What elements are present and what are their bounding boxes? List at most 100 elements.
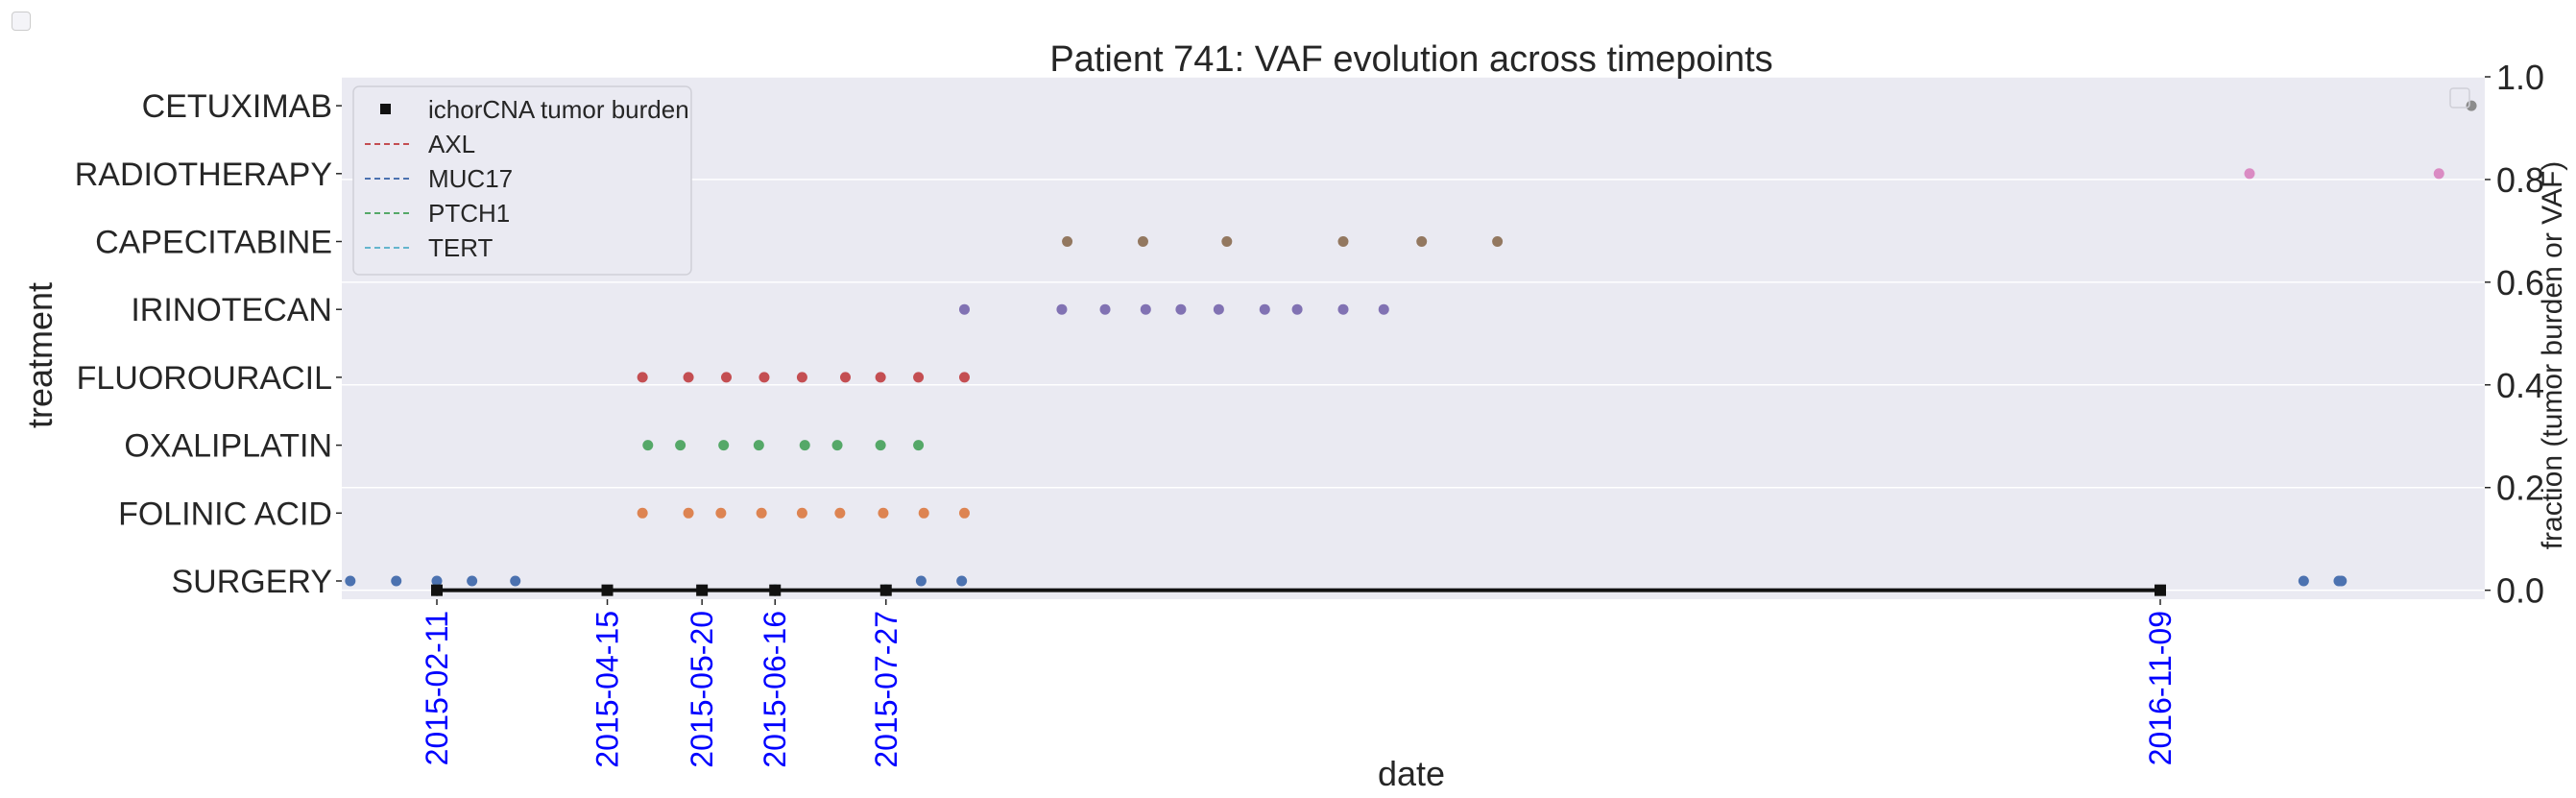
treatment-point bbox=[1099, 303, 1111, 315]
treatment-point bbox=[796, 507, 807, 519]
treatment-point bbox=[915, 575, 927, 587]
legend-box bbox=[352, 85, 692, 276]
legend: ichorCNA tumor burden AXL MUC17 PTCH1 TERT bbox=[352, 85, 692, 276]
treatment-point bbox=[431, 575, 443, 587]
treatment-point bbox=[675, 440, 686, 451]
treatment-point bbox=[683, 372, 694, 383]
treatment-point bbox=[958, 372, 970, 383]
treatment-point bbox=[642, 440, 654, 451]
y-tick-label: CAPECITABINE bbox=[95, 225, 332, 261]
treatment-point bbox=[2336, 575, 2347, 587]
treatment-point bbox=[467, 575, 478, 587]
y-right-tick-label: 0.6 bbox=[2496, 263, 2544, 302]
legend-marker bbox=[380, 104, 391, 114]
legend-label: TERT bbox=[428, 233, 494, 262]
y-right-tick-label: 1.0 bbox=[2496, 58, 2544, 97]
treatment-point bbox=[683, 507, 694, 519]
tumor-burden-point bbox=[879, 584, 892, 596]
y-tick-label: SURGERY bbox=[171, 564, 332, 600]
legend-label: ichorCNA tumor burden bbox=[428, 95, 689, 124]
x-tick-label: 2015-02-11 bbox=[420, 611, 454, 765]
treatment-point bbox=[1056, 303, 1068, 315]
treatment-point bbox=[758, 372, 770, 383]
tumor-burden-point bbox=[769, 584, 782, 596]
x-tick-label: 2015-07-27 bbox=[869, 611, 903, 768]
y-right-tick-label: 0.4 bbox=[2496, 366, 2544, 405]
y-right-tick-label: 0.8 bbox=[2496, 160, 2544, 200]
chart-title: Patient 741: VAF evolution across timepo… bbox=[1049, 39, 1772, 80]
treatment-point bbox=[721, 372, 733, 383]
treatment-point bbox=[391, 575, 402, 587]
y-axis-label-right: fraction (tumor burden or VAF) bbox=[2537, 161, 2568, 550]
treatment-point bbox=[1137, 236, 1148, 247]
treatment-point bbox=[796, 372, 807, 383]
treatment-point bbox=[1378, 303, 1389, 315]
x-tick-label: 2015-05-20 bbox=[685, 611, 719, 768]
treatment-point bbox=[913, 440, 925, 451]
treatment-point bbox=[831, 440, 843, 451]
legend-label: PTCH1 bbox=[428, 199, 510, 228]
treatment-point bbox=[1221, 236, 1233, 247]
treatment-point bbox=[753, 440, 764, 451]
treatment-point bbox=[1062, 236, 1073, 247]
corner-checkbox bbox=[12, 12, 31, 31]
y-tick-label: FOLINIC ACID bbox=[118, 496, 332, 532]
series-layer bbox=[431, 584, 2166, 596]
treatment-point bbox=[1213, 303, 1224, 315]
tumor-burden-point bbox=[2155, 584, 2166, 596]
treatment-point bbox=[840, 372, 852, 383]
right-axis: 0.0 0.2 0.4 0.6 0.8 1.0 bbox=[2485, 58, 2544, 611]
treatment-point bbox=[958, 507, 970, 519]
x-tick-label: 2015-04-15 bbox=[590, 611, 625, 768]
legend-label: MUC17 bbox=[428, 164, 513, 193]
x-tick-label: 2015-06-16 bbox=[758, 611, 792, 768]
treatment-point bbox=[799, 440, 810, 451]
tumor-burden-point bbox=[601, 584, 614, 596]
treatment-point bbox=[1140, 303, 1151, 315]
y-right-tick-label: 0.2 bbox=[2496, 469, 2544, 508]
treatment-point bbox=[2298, 575, 2309, 587]
treatment-point bbox=[1175, 303, 1187, 315]
treatment-point bbox=[510, 575, 521, 587]
y-tick-label: FLUOROURACIL bbox=[77, 360, 332, 397]
treatment-point bbox=[1337, 303, 1349, 315]
treatment-point bbox=[637, 507, 648, 519]
treatment-point bbox=[2244, 168, 2255, 180]
y-tick-label: IRINOTECAN bbox=[131, 292, 332, 328]
treatment-point bbox=[718, 440, 730, 451]
treatment-point bbox=[918, 507, 929, 519]
treatment-point bbox=[913, 372, 925, 383]
treatment-point bbox=[2466, 100, 2477, 111]
treatment-point bbox=[637, 372, 648, 383]
plot-area bbox=[342, 77, 2485, 599]
treatment-point bbox=[345, 575, 356, 587]
secondary-legend bbox=[2449, 87, 2470, 109]
tumor-burden-point bbox=[696, 584, 709, 596]
x-axis-label: date bbox=[1378, 754, 1445, 793]
treatment-point bbox=[878, 507, 889, 519]
treatment-point bbox=[956, 575, 968, 587]
tumor-burden-point bbox=[431, 584, 443, 596]
y-right-tick-label: 0.0 bbox=[2496, 571, 2544, 611]
x-tick-label: 2016-11-09 bbox=[2143, 611, 2178, 765]
left-axis: SURGERY FOLINIC ACID OXALIPLATIN FLUOROURAC… bbox=[75, 88, 342, 600]
y-tick-label: OXALIPLATIN bbox=[124, 428, 332, 465]
y-axis-label-left: treatment bbox=[20, 282, 60, 428]
treatment-point bbox=[1492, 236, 1504, 247]
treatment-point bbox=[958, 303, 970, 315]
treatment-point bbox=[2433, 168, 2444, 180]
treatment-point bbox=[1337, 236, 1349, 247]
legend-label: AXL bbox=[428, 130, 475, 158]
bottom-axis: 2015-02-11 2015-04-15 2015-05-20 2015-06-16… bbox=[420, 599, 2178, 768]
treatment-point bbox=[1291, 303, 1303, 315]
treatment-events bbox=[345, 100, 2477, 587]
treatment-point bbox=[1259, 303, 1270, 315]
treatment-point bbox=[875, 440, 886, 451]
treatment-point bbox=[875, 372, 886, 383]
y-tick-label: RADIOTHERAPY bbox=[75, 157, 332, 193]
treatment-point bbox=[1416, 236, 1428, 247]
treatment-point bbox=[834, 507, 846, 519]
treatment-point bbox=[715, 507, 727, 519]
treatment-point bbox=[756, 507, 767, 519]
